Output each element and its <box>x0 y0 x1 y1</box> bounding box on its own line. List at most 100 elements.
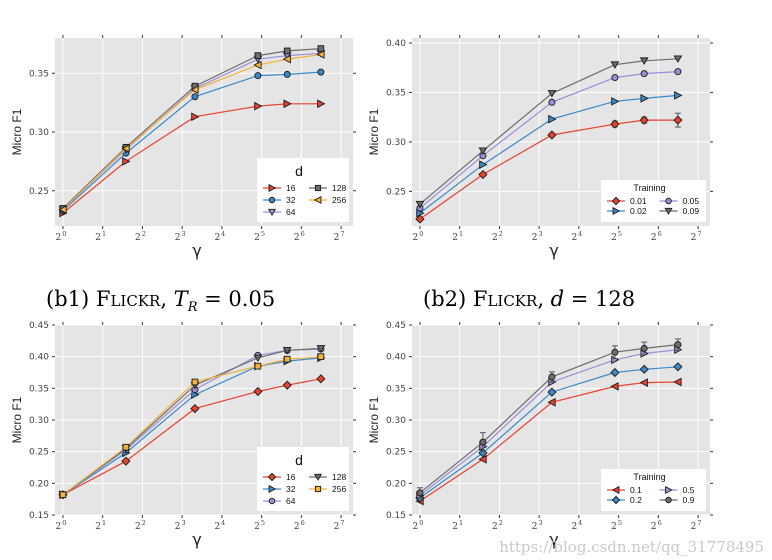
y-tick-label: 0.30 <box>386 416 406 426</box>
data-point <box>121 456 131 466</box>
data-point <box>611 74 619 82</box>
series-256 <box>58 50 325 214</box>
legend-title: Training <box>633 183 665 193</box>
data-point <box>478 169 488 180</box>
y-tick-label: 0.35 <box>386 88 406 98</box>
x-tick-exponent: 3 <box>181 230 185 238</box>
y-tick-label: 0.20 <box>386 479 406 489</box>
legend-marker <box>267 208 277 216</box>
legend-entry-0.09: 0.09 <box>659 206 700 216</box>
x-tick-label: 20 <box>56 519 67 532</box>
x-tick-exponent: 6 <box>301 230 305 238</box>
legend-title: d <box>295 452 303 468</box>
data-point <box>282 347 292 355</box>
legend-label: 0.01 <box>630 196 647 206</box>
x-tick-label: 26 <box>294 519 305 532</box>
legend-marker <box>611 196 621 206</box>
legend-entry-64: 64 <box>263 207 296 217</box>
x-axis-label: γ <box>549 530 558 549</box>
legend-title: Training <box>633 472 665 482</box>
data-point <box>253 354 263 363</box>
data-point <box>190 85 199 95</box>
legend-marker <box>314 184 322 192</box>
legend-entry-0.05: 0.05 <box>659 196 700 206</box>
x-axis-label: γ <box>192 241 201 260</box>
y-tick-label: 0.20 <box>29 479 49 489</box>
legend-label: 256 <box>332 195 346 205</box>
legend: d 16 32 64 128 256 <box>257 447 349 511</box>
series-0.09 <box>415 55 683 209</box>
y-tick-label: 0.35 <box>29 384 49 394</box>
data-point <box>611 96 620 106</box>
data-point <box>639 57 649 65</box>
legend-label: 0.02 <box>630 206 647 216</box>
y-tick-label: 0.35 <box>29 69 49 79</box>
data-point <box>415 214 425 224</box>
legend-entry-32: 32 <box>263 484 296 494</box>
x-tick-label: 27 <box>691 519 702 532</box>
legend-marker <box>268 196 276 204</box>
x-tick-label: 25 <box>254 519 265 532</box>
x-tick-label: 21 <box>95 519 106 532</box>
legend-marker <box>612 206 621 216</box>
x-tick-label: 23 <box>175 519 186 532</box>
data-point <box>283 99 292 109</box>
x-axis-label: γ <box>192 530 201 549</box>
data-point <box>674 341 682 349</box>
data-point <box>190 404 200 414</box>
x-tick-label: 21 <box>95 230 106 243</box>
data-point <box>282 54 291 64</box>
data-point <box>673 55 683 63</box>
legend-entry-0.5: 0.5 <box>659 485 695 495</box>
data-point <box>191 112 200 122</box>
y-axis-label: Micro F1 <box>10 108 24 155</box>
y-tick-label: 0.15 <box>29 511 49 521</box>
caption-b2-dataset: Flickr <box>472 287 538 311</box>
legend-label: 0.05 <box>683 196 700 206</box>
legend-entry-16: 16 <box>263 183 296 193</box>
data-point <box>283 355 291 363</box>
x-tick-label: 20 <box>56 230 67 243</box>
x-tick-exponent: 2 <box>142 230 146 238</box>
legend-label: 0.09 <box>683 206 700 216</box>
legend-marker <box>611 485 620 495</box>
y-tick-label: 0.30 <box>386 138 406 148</box>
data-point <box>191 378 199 386</box>
data-point <box>316 50 325 59</box>
y-tick-label: 0.40 <box>386 39 406 49</box>
legend-label: 32 <box>286 484 296 494</box>
data-point <box>58 205 67 214</box>
data-point <box>317 99 326 109</box>
data-point <box>479 160 488 169</box>
legend-entry-0.02: 0.02 <box>607 206 647 216</box>
x-tick-label: 23 <box>175 230 186 243</box>
data-point <box>673 362 683 372</box>
series-line <box>419 58 678 205</box>
x-tick-label: 27 <box>334 519 345 532</box>
legend-label: 16 <box>286 183 296 193</box>
watermark: https://blog.csdn.net/qq_31778495 <box>499 538 764 556</box>
legend-marker <box>268 497 276 505</box>
legend-entry-64: 64 <box>263 496 296 506</box>
legend-marker <box>268 484 277 494</box>
data-point <box>121 144 130 153</box>
data-point <box>610 382 619 391</box>
data-point <box>610 119 620 129</box>
data-point <box>610 367 620 378</box>
data-point <box>122 443 130 451</box>
y-tick-label: 0.30 <box>29 128 49 138</box>
series-0.9 <box>416 338 682 499</box>
data-point <box>610 61 620 69</box>
x-tick-exponent: 4 <box>221 519 225 527</box>
data-point <box>611 348 619 356</box>
y-axis-label: Micro F1 <box>367 108 381 155</box>
legend-marker <box>268 183 277 193</box>
x-tick-exponent: 6 <box>658 519 662 527</box>
y-tick-label: 0.45 <box>29 321 49 331</box>
data-point <box>254 52 262 59</box>
x-tick-exponent: 7 <box>340 519 344 527</box>
data-point <box>673 115 683 125</box>
x-tick-exponent: 7 <box>340 230 344 238</box>
